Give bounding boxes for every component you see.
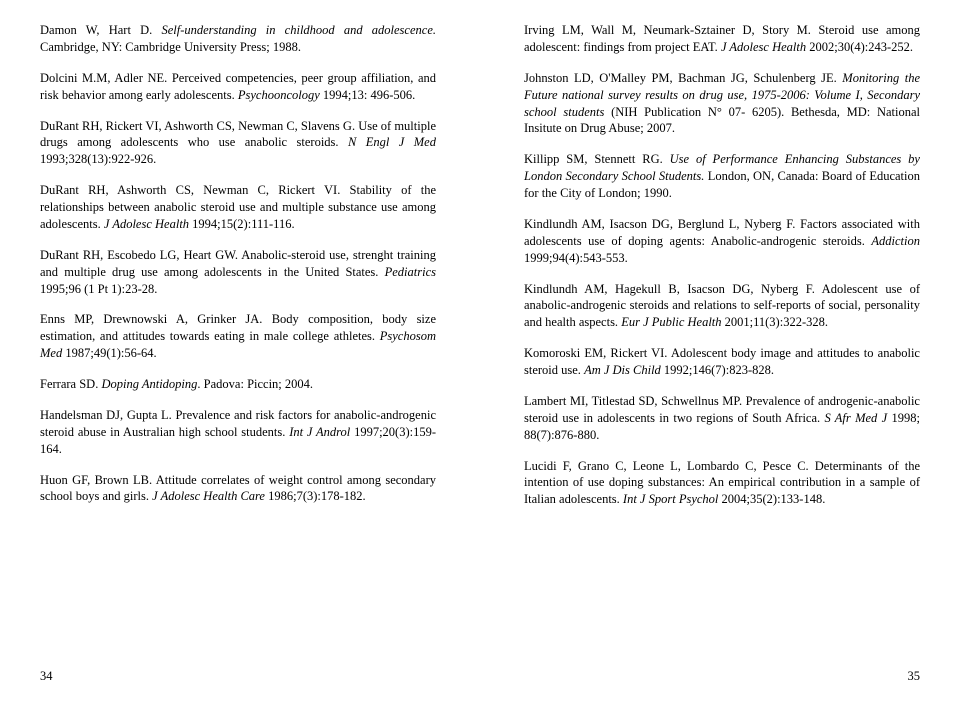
reference-entry: Huon GF, Brown LB. Attitude correlates o…: [40, 472, 436, 506]
reference-journal-italic: J Adolesc Health: [104, 217, 189, 231]
reference-journal-italic: N Engl J Med: [348, 135, 436, 149]
reference-journal-italic: J Adolesc Health: [721, 40, 806, 54]
reference-authors: Huon GF, Brown LB.: [40, 473, 152, 487]
reference-authors: Enns MP, Drewnowski A, Grinker JA.: [40, 312, 262, 326]
reference-entry: Handelsman DJ, Gupta L. Prevalence and r…: [40, 407, 436, 458]
reference-citation: 1987;49(1):56-64.: [62, 346, 156, 360]
reference-citation: 2004;35(2):133-148.: [718, 492, 825, 506]
reference-authors: DuRant RH, Ashworth CS, Newman C, Ricker…: [40, 183, 340, 197]
right-references-list: Irving LM, Wall M, Neumark-Sztainer D, S…: [524, 22, 920, 681]
reference-entry: Irving LM, Wall M, Neumark-Sztainer D, S…: [524, 22, 920, 56]
reference-citation: 1986;7(3):178-182.: [265, 489, 366, 503]
reference-entry: Komoroski EM, Rickert VI. Adolescent bod…: [524, 345, 920, 379]
reference-citation: 1994;15(2):111-116.: [189, 217, 295, 231]
reference-journal-italic: Addiction: [871, 234, 920, 248]
reference-authors: Lambert MI, Titlestad SD, Schwellnus MP.: [524, 394, 742, 408]
reference-article-title: [663, 152, 670, 166]
reference-citation: 1993;328(13):922-926.: [40, 152, 156, 166]
reference-authors: Lucidi F, Grano C, Leone L, Lombardo C, …: [524, 459, 809, 473]
reference-journal-italic: J Adolesc Health Care: [152, 489, 265, 503]
reference-entry: Kindlundh AM, Isacson DG, Berglund L, Ny…: [524, 216, 920, 267]
reference-journal-italic: Psychooncology: [238, 88, 320, 102]
reference-citation: 2002;30(4):243-252.: [806, 40, 913, 54]
reference-entry: Enns MP, Drewnowski A, Grinker JA. Body …: [40, 311, 436, 362]
reference-entry: DuRant RH, Rickert VI, Ashworth CS, Newm…: [40, 118, 436, 169]
reference-journal-italic: Eur J Public Health: [621, 315, 721, 329]
reference-journal-italic: Pediatrics: [385, 265, 436, 279]
right-page-number: 35: [908, 668, 921, 685]
reference-authors: Kindlundh AM, Hagekull B, Isacson DG, Ny…: [524, 282, 815, 296]
reference-citation: 1995;96 (1 Pt 1):23-28.: [40, 282, 157, 296]
left-page-number: 34: [40, 668, 53, 685]
reference-authors: Damon W, Hart D.: [40, 23, 152, 37]
reference-entry: Johnston LD, O'Malley PM, Bachman JG, Sc…: [524, 70, 920, 138]
reference-citation: 1994;13: 496-506.: [320, 88, 415, 102]
reference-authors: Handelsman DJ, Gupta L.: [40, 408, 172, 422]
reference-journal-italic: Int J Androl: [289, 425, 350, 439]
reference-entry: Dolcini M.M, Adler NE. Perceived compete…: [40, 70, 436, 104]
reference-citation: 2001;11(3):322-328.: [722, 315, 828, 329]
reference-citation: 1992;146(7):823-828.: [661, 363, 774, 377]
reference-entry: Lucidi F, Grano C, Leone L, Lombardo C, …: [524, 458, 920, 509]
reference-citation: 1999;94(4):543-553.: [524, 251, 628, 265]
reference-entry: Kindlundh AM, Hagekull B, Isacson DG, Ny…: [524, 281, 920, 332]
reference-entry: Damon W, Hart D. Self-understanding in c…: [40, 22, 436, 56]
reference-authors: DuRant RH, Rickert VI, Ashworth CS, Newm…: [40, 119, 355, 133]
reference-journal-italic: Am J Dis Child: [584, 363, 661, 377]
reference-authors: DuRant RH, Escobedo LG, Heart GW.: [40, 248, 238, 262]
reference-title-italic: Self-understanding in childhood and adol…: [161, 23, 436, 37]
reference-entry: Lambert MI, Titlestad SD, Schwellnus MP.…: [524, 393, 920, 444]
reference-authors: Dolcini M.M, Adler NE.: [40, 71, 167, 85]
reference-authors: Ferrara SD.: [40, 377, 98, 391]
reference-entry: Ferrara SD. Doping Antidoping. Padova: P…: [40, 376, 436, 393]
reference-authors: Kindlundh AM, Isacson DG, Berglund L, Ny…: [524, 217, 795, 231]
reference-journal-italic: S Afr Med J: [824, 411, 887, 425]
reference-journal-italic: Int J Sport Psychol: [623, 492, 718, 506]
left-page: Damon W, Hart D. Self-understanding in c…: [0, 0, 480, 703]
reference-entry: Killipp SM, Stennett RG. Use of Performa…: [524, 151, 920, 202]
reference-entry: DuRant RH, Escobedo LG, Heart GW. Anabol…: [40, 247, 436, 298]
right-page: Irving LM, Wall M, Neumark-Sztainer D, S…: [480, 0, 960, 703]
left-references-list: Damon W, Hart D. Self-understanding in c…: [40, 22, 436, 681]
reference-authors: Irving LM, Wall M, Neumark-Sztainer D, S…: [524, 23, 811, 37]
reference-authors: Komoroski EM, Rickert VI.: [524, 346, 667, 360]
reference-entry: DuRant RH, Ashworth CS, Newman C, Ricker…: [40, 182, 436, 233]
reference-journal-italic: Doping Antidoping: [101, 377, 197, 391]
reference-authors: Johnston LD, O'Malley PM, Bachman JG, Sc…: [524, 71, 837, 85]
reference-authors: Killipp SM, Stennett RG.: [524, 152, 663, 166]
reference-rest: Cambridge, NY: Cambridge University Pres…: [40, 40, 301, 54]
reference-citation: . Padova: Piccin; 2004.: [197, 377, 313, 391]
